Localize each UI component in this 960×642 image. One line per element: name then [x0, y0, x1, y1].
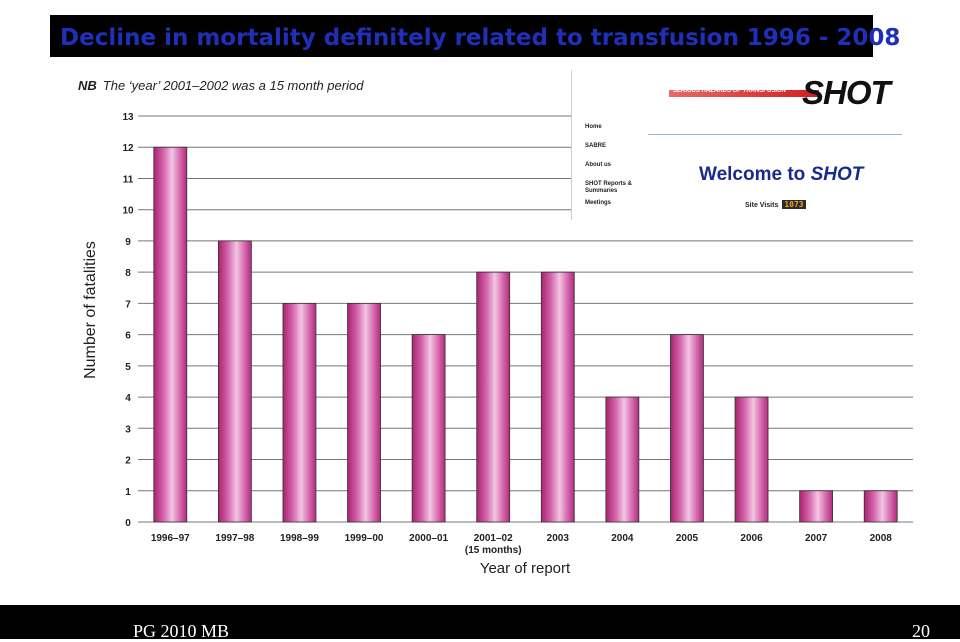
- shot-website-screenshot: SERIOUS HAZARDS OF TRANSFUSION SHOT Home…: [571, 70, 917, 220]
- y-tick-label: 12: [122, 143, 134, 154]
- shot-nav: Home SABRE About us SHOT Reports & Summa…: [585, 124, 655, 219]
- slide-title: Decline in mortality definitely related …: [50, 15, 900, 57]
- bar: [347, 302, 381, 523]
- bar: [670, 334, 704, 523]
- bar: [863, 490, 898, 523]
- x-tick-label: 2000–01: [409, 533, 448, 544]
- y-tick-label: 7: [125, 299, 131, 310]
- shot-nav-meetings[interactable]: Meetings: [585, 200, 612, 206]
- x-tick-label: 1997–98: [215, 533, 254, 544]
- shot-site-visits: Site Visits 1073: [745, 200, 806, 209]
- gridlines: [138, 115, 913, 523]
- shot-welcome-prefix: Welcome to: [699, 164, 811, 185]
- y-tick-label: 8: [125, 268, 131, 279]
- shot-visits-label: Site Visits: [745, 202, 779, 209]
- y-tick-label: 10: [122, 206, 134, 217]
- bar: [540, 271, 575, 523]
- y-tick-label: 5: [125, 362, 131, 373]
- shot-welcome-brand: SHOT: [810, 164, 864, 185]
- x-tick-label: 2005: [676, 533, 699, 544]
- slide-footer: PG 2010 MB 20: [0, 605, 960, 641]
- y-tick-label: 4: [125, 393, 131, 404]
- bar: [799, 490, 834, 523]
- x-tick-label: 2004: [611, 533, 634, 544]
- x-tick-label: 2008: [870, 533, 893, 544]
- x-tick-label: 1996–97: [151, 533, 190, 544]
- x-tick-label: 1998–99: [280, 533, 319, 544]
- y-tick-label: 6: [125, 331, 131, 342]
- x-tick-sublabel: (15 months): [465, 545, 522, 556]
- shot-banner-text: SERIOUS HAZARDS OF TRANSFUSION: [673, 88, 787, 94]
- bars: [153, 146, 898, 523]
- shot-nav-sabre[interactable]: SABRE: [585, 143, 607, 149]
- shot-visits-counter: 1073: [782, 200, 806, 209]
- note-text: The ‘year’ 2001–2002 was a 15 month peri…: [102, 78, 364, 93]
- footer-label: PG 2010 MB: [133, 621, 230, 641]
- x-axis-label: Year of report: [479, 560, 571, 577]
- shot-logo: SHOT: [802, 74, 891, 111]
- shot-welcome-heading: Welcome to SHOT: [699, 164, 863, 186]
- x-tick-label: 2006: [740, 533, 763, 544]
- bar: [411, 334, 446, 523]
- y-tick-label: 11: [123, 174, 134, 185]
- bar: [217, 240, 252, 523]
- x-tick-label: 1999–00: [345, 533, 384, 544]
- y-axis-label: Number of fatalities: [82, 241, 99, 379]
- y-tick-label: 1: [125, 487, 131, 498]
- y-tick-label: 0: [125, 518, 131, 529]
- shot-banner-bar: [669, 90, 819, 97]
- x-tick-label: 2007: [805, 533, 828, 544]
- page-number: 20: [912, 621, 930, 641]
- bar: [476, 271, 511, 523]
- bar: [605, 396, 640, 523]
- shot-nav-about[interactable]: About us: [585, 162, 611, 168]
- bar: [153, 146, 188, 523]
- shot-divider: [648, 134, 902, 135]
- bar: [734, 396, 769, 523]
- note-prefix: NB: [78, 78, 97, 93]
- bar: [282, 302, 317, 523]
- shot-nav-home[interactable]: Home: [585, 124, 602, 130]
- y-tick-label: 3: [125, 424, 131, 435]
- chart-note: NB The ‘year’ 2001–2002 was a 15 month pe…: [78, 78, 363, 93]
- x-tick-label: 2003: [547, 533, 570, 544]
- y-tick-label: 9: [125, 237, 131, 248]
- shot-nav-reports[interactable]: SHOT Reports & Summaries: [585, 181, 633, 194]
- x-tick-label: 2001–02: [474, 533, 513, 544]
- y-tick-label: 13: [122, 112, 134, 123]
- x-tick-labels: 1996–97 1997–98 1998–99 1999–00 2000–01 2001–…: [151, 533, 892, 556]
- y-tick-label: 2: [125, 456, 131, 467]
